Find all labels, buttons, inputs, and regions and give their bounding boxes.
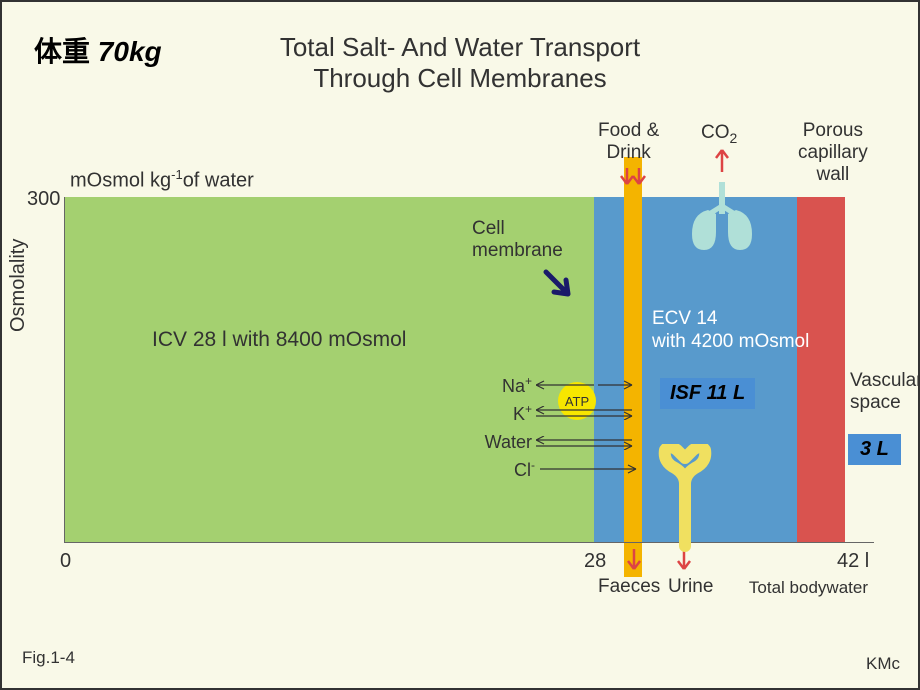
author-label: KMc <box>866 654 900 674</box>
faeces-label: Faeces <box>598 576 660 598</box>
vascular-compartment <box>797 197 845 542</box>
x-tick-0: 0 <box>60 550 71 573</box>
lungs-icon <box>682 178 762 258</box>
co2-arrow-icon <box>712 144 732 176</box>
y-tick-300: 300 <box>27 188 60 211</box>
cell-membrane-bar <box>624 157 642 577</box>
na-label: Na+ <box>497 374 532 397</box>
water-arrow-icon <box>536 436 636 450</box>
isf-box: ISF 11 L <box>660 378 755 409</box>
vascular-label: Vascular space <box>850 370 920 414</box>
cell-membrane-label: Cell membrane <box>472 218 563 262</box>
figure-label: Fig.1-4 <box>22 648 75 668</box>
y-axis-label: Osmolality <box>7 239 30 332</box>
k-arrow-icon <box>536 406 636 420</box>
water-label: Water <box>472 432 532 453</box>
total-bodywater-label: Total bodywater <box>749 578 868 598</box>
x-tick-28: 28 <box>584 550 606 573</box>
icv-text: ICV 28 l with 8400 mOsmol <box>152 328 406 352</box>
k-label: K+ <box>502 402 532 425</box>
ecv-left-strip <box>594 197 624 542</box>
diagram-title: Total Salt- And Water Transport Through … <box>2 32 918 94</box>
cl-arrow-icon <box>540 462 640 476</box>
ecv-text: ECV 14 with 4200 mOsmol <box>652 308 809 354</box>
food-drink-arrow-icon <box>617 164 649 196</box>
y-axis-line <box>64 197 65 542</box>
porous-capillary-label: Porous capillary wall <box>798 120 868 186</box>
cl-label: Cl- <box>510 458 535 481</box>
food-drink-label: Food & Drink <box>598 120 659 164</box>
co2-label: CO2 <box>701 122 737 146</box>
y-axis-unit: mOsmol kg-1of water <box>70 167 254 193</box>
x-axis-line <box>64 542 874 543</box>
kidney-icon <box>657 444 713 554</box>
three-l-box: 3 L <box>848 434 901 465</box>
faeces-arrow-icon <box>624 547 644 575</box>
na-arrow-icon <box>536 378 636 392</box>
cell-membrane-arrow-icon <box>540 266 580 306</box>
urine-label: Urine <box>668 576 713 598</box>
x-tick-42: 42 l <box>837 550 869 573</box>
